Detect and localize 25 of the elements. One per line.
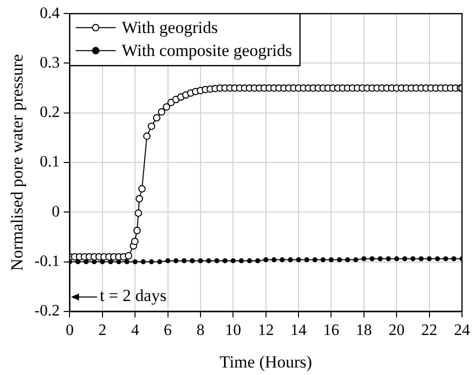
x-tick-label: 24	[454, 322, 470, 340]
x-axis-title: Time (Hours)	[220, 352, 312, 372]
legend-label: With composite geogrids	[122, 41, 292, 60]
x-tick-label: 2	[98, 322, 106, 340]
y-tick-label: 0	[52, 203, 60, 220]
x-tick-label: 12	[258, 322, 274, 340]
x-tick-label: 4	[131, 322, 140, 340]
x-tick-label: 20	[388, 322, 405, 340]
x-tick-label: 0	[66, 322, 74, 340]
x-tick-label: 10	[225, 322, 242, 340]
y-tick-label: -0.1	[34, 252, 60, 270]
y-tick-label: 0.4	[40, 4, 60, 22]
y-tick-label: 0.3	[40, 54, 60, 72]
x-tick-label: 6	[164, 322, 172, 340]
x-tick-label: 8	[196, 322, 204, 340]
x-tick-label: 16	[323, 322, 340, 340]
y-axis-title: Normalised pore water pressure	[8, 54, 27, 271]
x-tick-label: 14	[290, 322, 307, 340]
y-tick-label: -0.2	[34, 302, 60, 320]
x-tick-label: 22	[421, 322, 438, 340]
x-tick-label: 18	[356, 322, 372, 340]
annotation: t = 2 days	[100, 286, 166, 305]
legend-label: With geogrids	[122, 18, 218, 38]
y-tick-label: 0.2	[40, 104, 60, 122]
y-tick-label: 0.1	[40, 154, 60, 171]
